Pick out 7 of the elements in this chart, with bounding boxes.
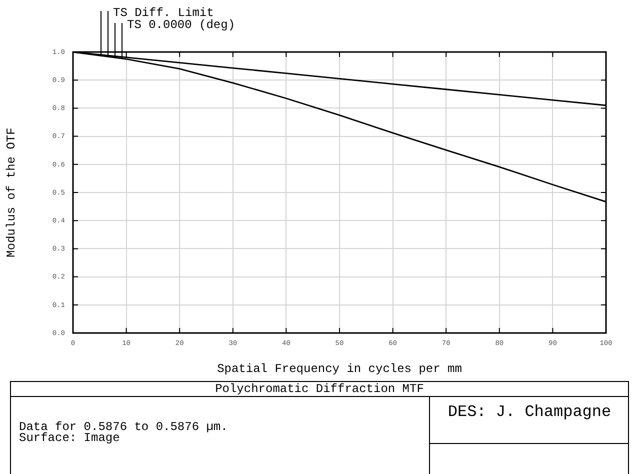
y-axis-title: Modulus of the OTF (4, 128, 18, 258)
text: Data for 0.5876 to 0.5876 µm. Surface: Image (19, 420, 228, 445)
text: TS Diff. Limit (113, 6, 214, 20)
x-axis-title: Spatial Frequency in cycles per mm (217, 362, 462, 376)
text: DES: J. Champagne (430, 397, 629, 444)
text: Polychromatic Diffraction MTF (11, 382, 628, 397)
text: TS 0.0000 (deg) (127, 18, 236, 32)
